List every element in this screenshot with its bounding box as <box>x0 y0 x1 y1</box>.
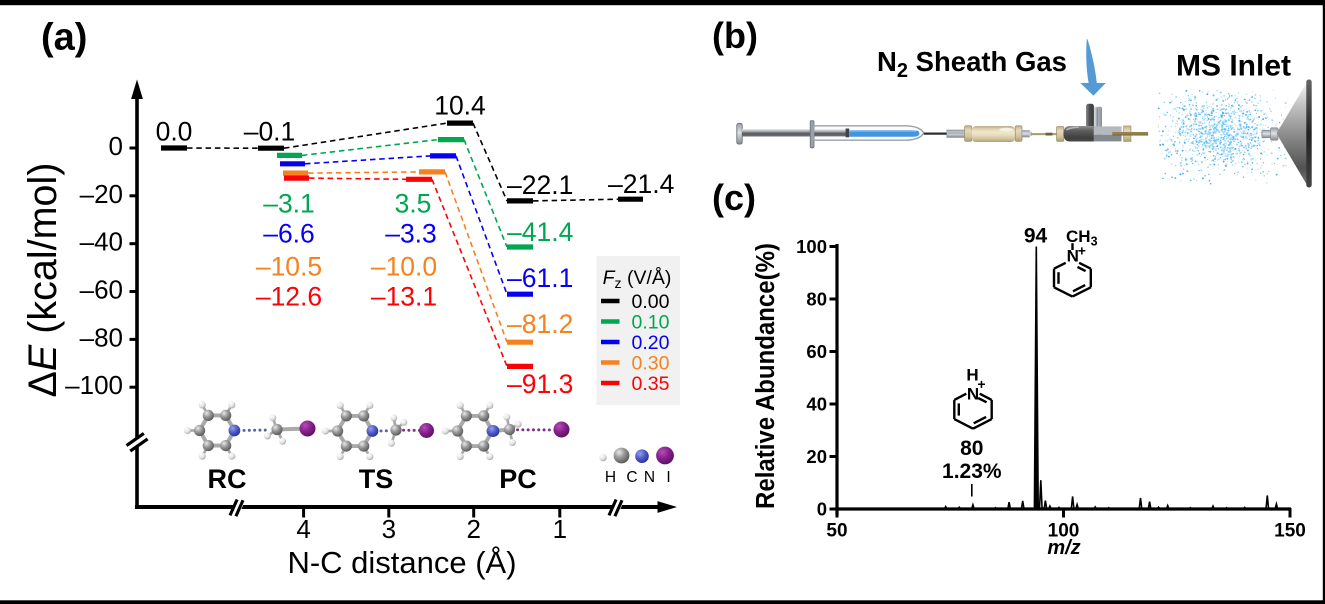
svg-text:C: C <box>626 469 637 486</box>
svg-text:–40: –40 <box>80 227 123 257</box>
svg-text:94: 94 <box>1024 225 1048 248</box>
svg-text:0.0: 0.0 <box>156 117 193 147</box>
svg-text:2: 2 <box>466 514 480 544</box>
svg-text:0.10: 0.10 <box>632 311 670 333</box>
svg-text:–41.4: –41.4 <box>507 217 573 247</box>
svg-text:150: 150 <box>1274 521 1306 542</box>
svg-text:–12.6: –12.6 <box>256 282 322 312</box>
svg-text:ΔE (kcal/mol): ΔE (kcal/mol) <box>21 163 65 398</box>
svg-text:Relative Abundance(%): Relative Abundance(%) <box>752 243 780 509</box>
svg-text:N: N <box>1067 247 1079 266</box>
svg-text:–22.1: –22.1 <box>507 170 573 200</box>
svg-text:–61.1: –61.1 <box>507 263 573 293</box>
svg-text:80: 80 <box>960 437 983 460</box>
svg-text:N2 Sheath Gas: N2 Sheath Gas <box>877 46 1067 82</box>
svg-text:MS Inlet: MS Inlet <box>1176 50 1291 83</box>
svg-text:N-C distance (Å): N-C distance (Å) <box>287 545 516 580</box>
svg-text:–0.1: –0.1 <box>244 117 296 147</box>
svg-text:4: 4 <box>296 514 310 544</box>
svg-text:(a): (a) <box>41 17 87 59</box>
svg-text:N: N <box>644 469 655 486</box>
svg-text:–10.5: –10.5 <box>256 252 322 282</box>
svg-text:0.00: 0.00 <box>632 291 670 313</box>
svg-text:0.30: 0.30 <box>632 352 670 374</box>
svg-text:H: H <box>605 469 616 486</box>
svg-text:I: I <box>666 469 670 486</box>
svg-text:–60: –60 <box>80 275 123 305</box>
svg-text:PC: PC <box>499 464 537 494</box>
svg-text:1.23%: 1.23% <box>942 460 1002 483</box>
svg-text:–100: –100 <box>65 370 123 400</box>
svg-text:N: N <box>967 385 979 404</box>
svg-text:40: 40 <box>806 394 827 415</box>
svg-text:Fz (V/Å): Fz (V/Å) <box>603 266 672 291</box>
svg-text:(b): (b) <box>712 15 758 56</box>
svg-text:H: H <box>966 366 978 385</box>
svg-text:80: 80 <box>806 289 827 310</box>
svg-text:20: 20 <box>806 446 827 467</box>
svg-text:RC: RC <box>208 464 247 494</box>
svg-text:100: 100 <box>1048 521 1080 542</box>
svg-text:0: 0 <box>817 499 827 520</box>
svg-text:–3.1: –3.1 <box>263 189 315 219</box>
svg-text:–91.3: –91.3 <box>507 369 573 399</box>
svg-text:0.20: 0.20 <box>632 332 670 354</box>
svg-text:CH3: CH3 <box>1066 227 1098 249</box>
svg-text:–21.4: –21.4 <box>608 169 674 199</box>
svg-text:–6.6: –6.6 <box>263 219 315 249</box>
svg-text:+: + <box>977 376 985 392</box>
svg-text:–3.3: –3.3 <box>385 219 437 249</box>
svg-text:–20: –20 <box>80 179 123 209</box>
svg-text:100: 100 <box>796 236 827 257</box>
svg-text:10.4: 10.4 <box>434 91 486 121</box>
svg-text:–80: –80 <box>80 322 123 352</box>
svg-text:1: 1 <box>553 514 567 544</box>
svg-text:50: 50 <box>826 521 847 542</box>
svg-text:–10.0: –10.0 <box>371 252 437 282</box>
svg-text:–81.2: –81.2 <box>507 309 573 339</box>
svg-text:m/z: m/z <box>1047 537 1080 559</box>
svg-text:(c): (c) <box>712 177 756 218</box>
svg-text:–13.1: –13.1 <box>371 282 437 312</box>
svg-text:3.5: 3.5 <box>395 189 432 219</box>
svg-text:+: + <box>1078 243 1086 259</box>
svg-text:0.35: 0.35 <box>632 373 670 395</box>
svg-text:0: 0 <box>109 131 123 161</box>
svg-text:3: 3 <box>382 514 396 544</box>
svg-text:60: 60 <box>806 341 827 362</box>
svg-text:TS: TS <box>359 464 394 494</box>
